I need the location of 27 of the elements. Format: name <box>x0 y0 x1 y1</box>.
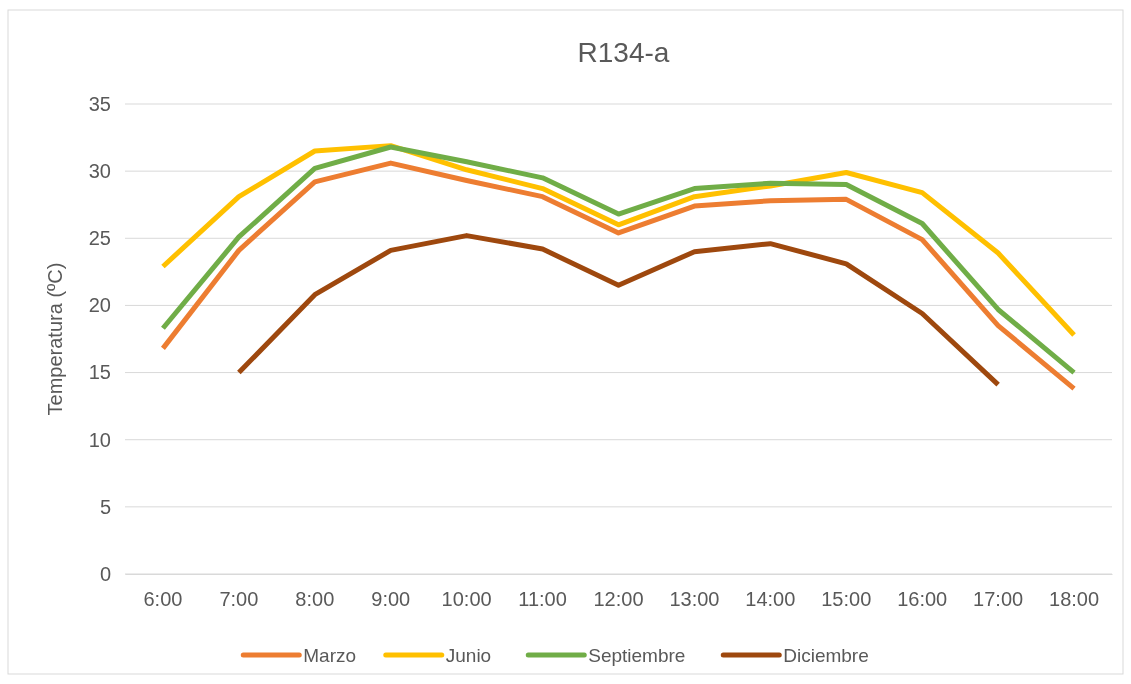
y-tick-label: 0 <box>99 562 111 585</box>
x-tick-label: 10:00 <box>441 588 492 611</box>
chart-title: R134-a <box>577 37 670 68</box>
y-tick-label: 20 <box>88 294 111 317</box>
x-tick-label: 15:00 <box>821 588 872 611</box>
y-tick-label: 25 <box>88 227 111 250</box>
x-tick-label: 16:00 <box>897 588 948 611</box>
x-tick-label: 8:00 <box>295 588 335 611</box>
x-tick-label: 6:00 <box>143 588 183 611</box>
x-tick-label: 7:00 <box>219 588 259 611</box>
y-axis-title: Temperatura (ºC) <box>44 262 66 416</box>
x-tick-label: 14:00 <box>745 588 796 611</box>
y-tick-label: 5 <box>99 495 111 518</box>
x-tick-label: 9:00 <box>371 588 411 611</box>
x-tick-label: 17:00 <box>973 588 1024 611</box>
x-tick-label: 13:00 <box>669 588 720 611</box>
y-tick-label: 30 <box>88 160 111 183</box>
y-tick-label: 15 <box>88 361 111 384</box>
x-tick-label: 12:00 <box>593 588 644 611</box>
legend-label: Septiembre <box>588 645 686 666</box>
legend-label: Marzo <box>303 645 357 666</box>
legend-label: Junio <box>445 645 492 666</box>
x-tick-label: 11:00 <box>518 588 567 611</box>
x-tick-label: 18:00 <box>1049 588 1100 611</box>
y-tick-label: 35 <box>88 92 111 115</box>
legend-label: Diciembre <box>783 645 869 666</box>
y-tick-label: 10 <box>88 428 111 451</box>
